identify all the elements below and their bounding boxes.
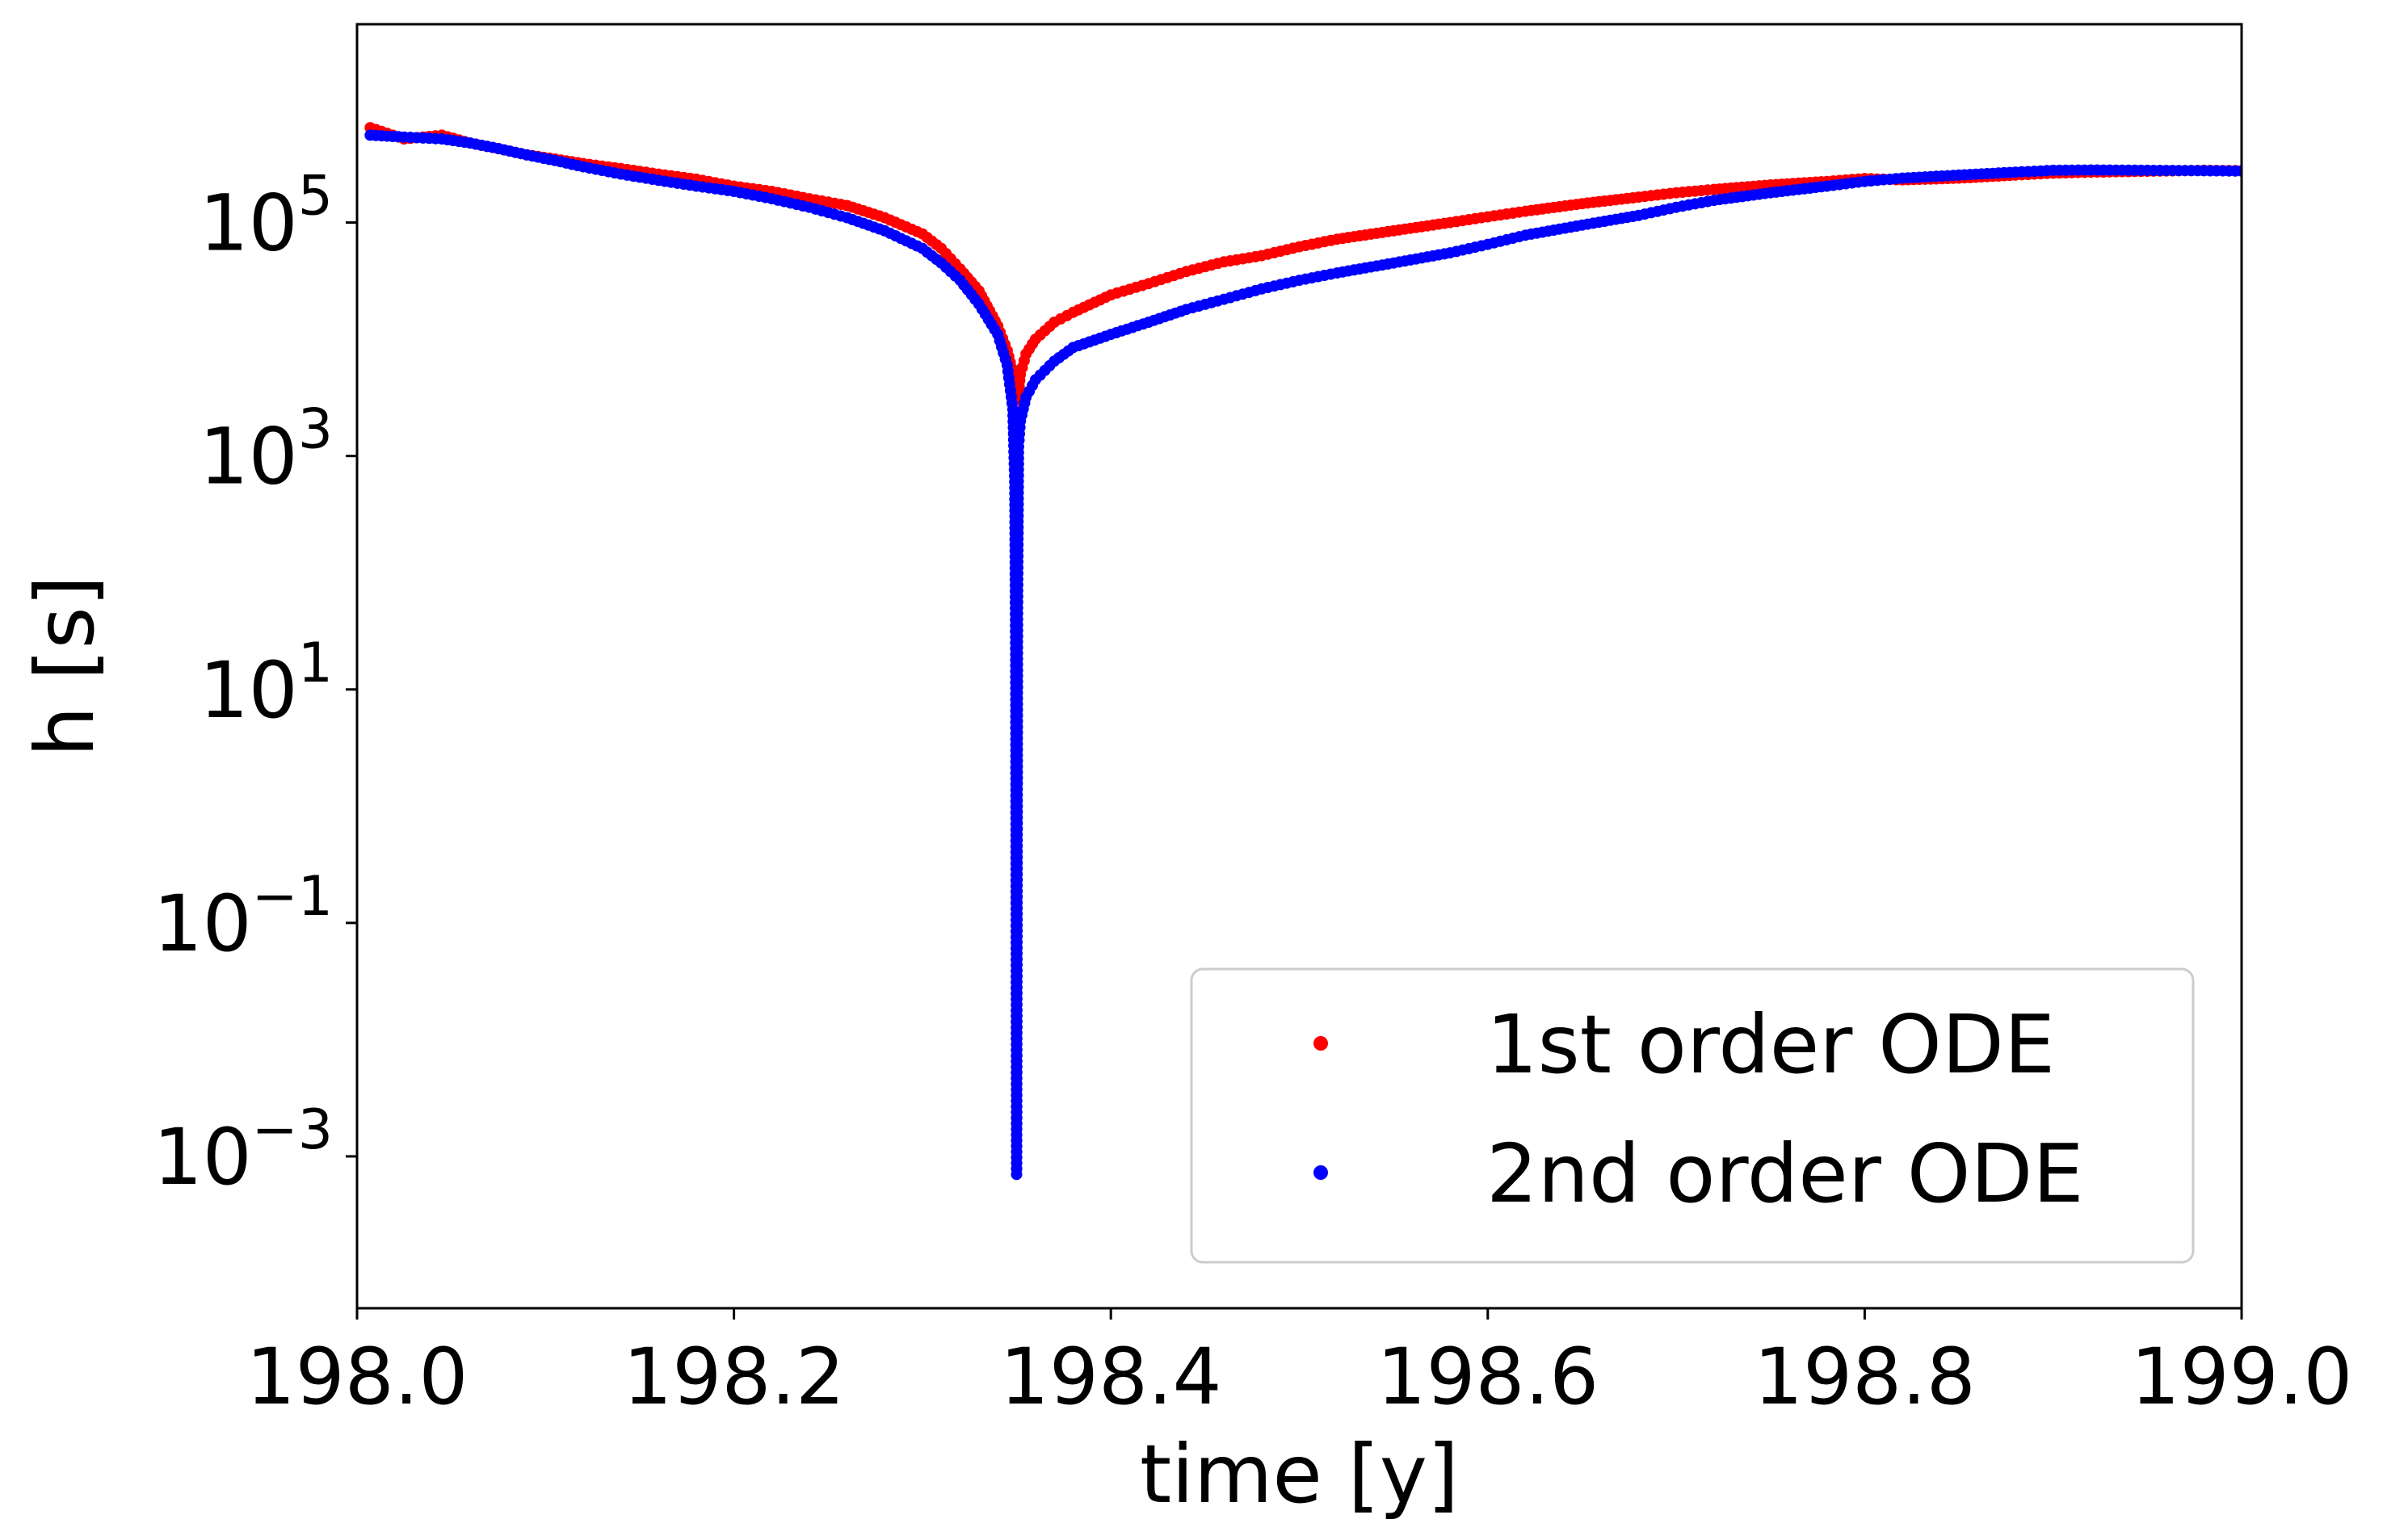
x-axis-label: time [y]: [1140, 1427, 1459, 1521]
x-tick-label: 198.0: [246, 1332, 469, 1422]
legend-marker-series-1: [1313, 1165, 1328, 1180]
legend: 1st order ODE 2nd order ODE: [1190, 967, 2195, 1264]
y-tick-label: 101: [200, 632, 333, 736]
x-tick-label: 198.6: [1376, 1332, 1599, 1422]
x-tick-label: 198.4: [1000, 1332, 1222, 1422]
data-point: [2236, 165, 2242, 177]
y-axis-label: h [s]: [18, 575, 112, 757]
series-1: [364, 129, 2242, 1181]
legend-label-series-1: 2nd order ODE: [1486, 1127, 2084, 1221]
legend-box: [1190, 967, 2195, 1264]
y-tick-label: 103: [200, 398, 333, 502]
y-tick-label: 10−3: [153, 1098, 333, 1202]
y-tick-label: 10−1: [153, 865, 333, 969]
y-axis: 10−3 10−1 101 103 105: [153, 165, 357, 1202]
y-tick-label: 105: [200, 165, 333, 269]
series-layer: [364, 122, 2242, 1181]
legend-marker-series-0: [1313, 1036, 1328, 1051]
x-axis: 198.0 198.2 198.4 198.6 198.8 199.0: [246, 1308, 2353, 1422]
x-tick-label: 198.2: [623, 1332, 845, 1422]
x-tick-label: 198.8: [1754, 1332, 1976, 1422]
x-tick-label: 199.0: [2131, 1332, 2353, 1422]
plot-frame: [355, 23, 2243, 1310]
legend-label-series-0: 1st order ODE: [1486, 997, 2055, 1092]
